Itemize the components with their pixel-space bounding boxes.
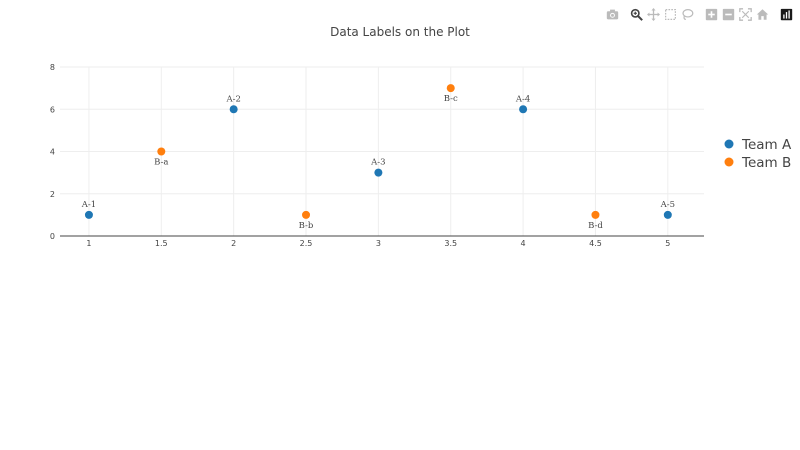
y-tick-label: 4 <box>50 148 55 157</box>
zoom-icon[interactable] <box>628 6 644 22</box>
data-points: A-1 A-2 A-3 A-4 A-5 B-a B-b B-c B-d <box>81 84 675 231</box>
x-tick-label: 2 <box>231 239 236 248</box>
x-tick-label: 3 <box>376 239 381 248</box>
y-tick-label: 6 <box>50 105 55 114</box>
y-tick-label: 8 <box>50 63 55 72</box>
data-label: A-2 <box>225 94 240 104</box>
data-point <box>84 210 93 219</box>
autoscale-icon[interactable] <box>737 6 753 22</box>
data-label: B-d <box>588 221 603 231</box>
grid <box>60 66 704 236</box>
data-point <box>229 105 238 114</box>
camera-icon[interactable] <box>604 6 620 22</box>
x-tick-label: 2.5 <box>300 239 313 248</box>
x-tick-label: 1 <box>86 239 91 248</box>
x-tick-label: 5 <box>665 239 670 248</box>
data-point <box>374 168 383 177</box>
zoom-out-icon[interactable] <box>720 6 736 22</box>
legend: Team A Team B <box>724 137 792 171</box>
zoom-in-icon[interactable] <box>703 6 719 22</box>
data-point <box>663 210 672 219</box>
y-tick-label: 0 <box>50 232 55 241</box>
data-point <box>446 84 455 93</box>
chart-title: Data Labels on the Plot <box>330 25 470 39</box>
data-label: A-1 <box>81 200 96 210</box>
x-tick-label: 4 <box>521 239 526 248</box>
legend-marker <box>724 157 734 167</box>
data-point <box>519 105 528 114</box>
y-axis-ticks: 0 2 4 6 8 <box>50 63 55 241</box>
box-select-icon[interactable] <box>662 6 678 22</box>
data-label: A-4 <box>515 94 530 104</box>
legend-marker <box>724 139 734 149</box>
legend-label: Team A <box>741 137 792 153</box>
data-point <box>302 210 311 219</box>
plotly-logo-icon[interactable] <box>778 6 794 22</box>
data-point <box>591 210 600 219</box>
x-tick-label: 4.5 <box>589 239 602 248</box>
x-tick-label: 1.5 <box>155 239 168 248</box>
data-point <box>157 147 166 156</box>
modebar-group-logo <box>778 6 794 22</box>
reset-axes-icon[interactable] <box>754 6 770 22</box>
legend-label: Team B <box>741 155 791 171</box>
modebar-group-export <box>604 6 620 22</box>
data-label: B-a <box>154 158 168 168</box>
data-label: A-3 <box>370 158 385 168</box>
x-axis-ticks: 1 1.5 2 2.5 3 3.5 4 4.5 5 <box>86 239 670 248</box>
y-tick-label: 2 <box>50 190 55 199</box>
modebar <box>598 6 794 22</box>
x-tick-label: 3.5 <box>444 239 457 248</box>
data-label: B-b <box>299 221 314 231</box>
pan-icon[interactable] <box>645 6 661 22</box>
modebar-group-drag <box>628 6 695 22</box>
modebar-group-zoom <box>703 6 770 22</box>
lasso-icon[interactable] <box>679 6 695 22</box>
data-label: A-5 <box>660 200 675 210</box>
data-label: B-c <box>444 94 458 104</box>
